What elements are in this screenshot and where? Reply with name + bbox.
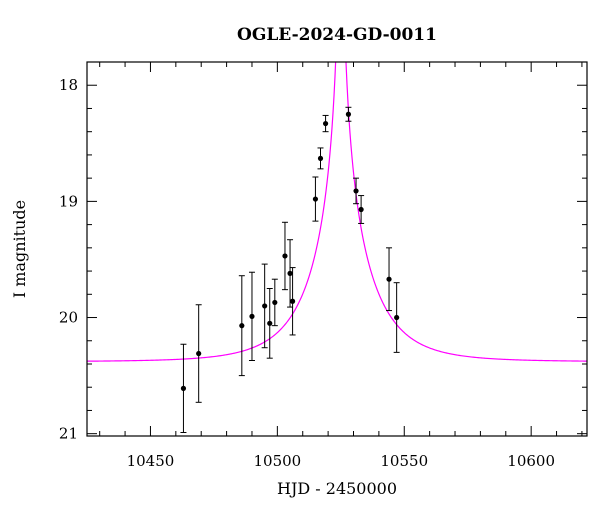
x-axis-label: HJD - 2450000: [277, 479, 397, 498]
data-point: [196, 350, 202, 357]
x-tick-label: 10600: [507, 452, 555, 470]
y-tick-label: 18: [59, 76, 78, 94]
data-point: [262, 303, 268, 309]
data-point: [272, 299, 278, 306]
y-tick-label: 19: [59, 192, 78, 210]
data-point: [322, 120, 329, 127]
data-point: [282, 253, 288, 259]
data-point: [239, 323, 245, 329]
model-curve: [87, 62, 587, 362]
model-curve-group: [87, 62, 587, 362]
x-tick-label: 10550: [380, 452, 428, 470]
data-point: [386, 276, 392, 282]
x-tick-label: 10450: [127, 452, 175, 470]
data-point: [394, 314, 400, 321]
y-tick-label: 20: [59, 309, 78, 327]
data-point: [267, 320, 273, 326]
y-axis-label: I magnitude: [10, 200, 29, 298]
data-point: [353, 188, 359, 194]
data-points-group: [180, 106, 400, 434]
data-point: [345, 111, 352, 117]
y-tick-label: 21: [59, 425, 78, 443]
data-point: [317, 155, 324, 162]
chart-title: OGLE-2024-GD-0011: [237, 25, 437, 45]
axis-ticks: 10450 10500 10550 10600 18 19 20 21: [59, 61, 587, 470]
data-point: [180, 385, 187, 391]
plot-frame: [86, 61, 588, 437]
data-point: [289, 298, 296, 304]
data-point: [249, 313, 255, 319]
data-point: [312, 196, 319, 202]
x-tick-label: 10500: [253, 452, 301, 470]
data-point: [287, 270, 293, 276]
data-point: [358, 206, 364, 213]
